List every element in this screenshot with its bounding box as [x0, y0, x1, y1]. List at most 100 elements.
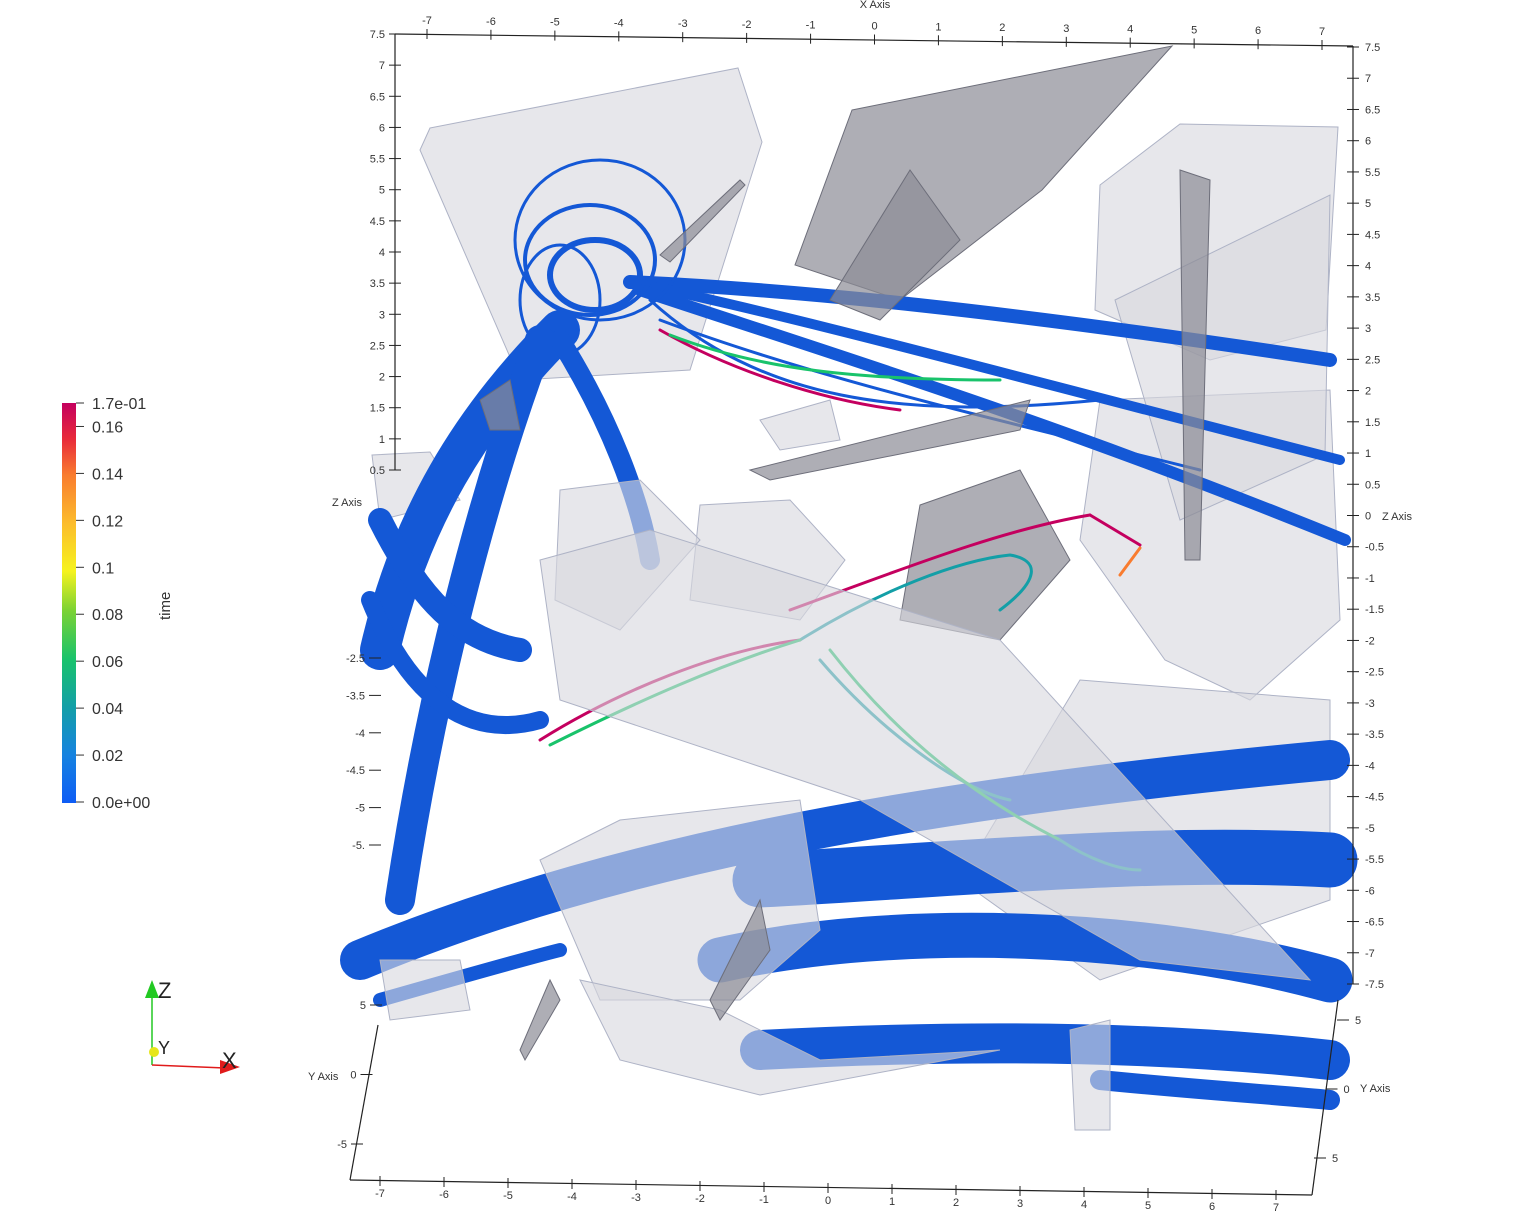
x-axis-bottom-tick-label: 3 [1017, 1198, 1023, 1210]
z-axis-right-tick-label: 2.5 [1365, 354, 1380, 366]
z-axis-right-tick-label: 6 [1365, 136, 1371, 148]
x-axis-bottom-tick-label: -2 [695, 1193, 705, 1205]
x-axis-bottom-tick-label: 2 [953, 1197, 959, 1209]
x-axis-bottom-tick-label: -4 [567, 1191, 577, 1203]
z-axis-left-tick-label: 1 [379, 434, 385, 446]
x-axis-ticks-bottom: -7 -6 -5 -4 -3 -2 -1 0 1 2 3 4 5 6 7 [375, 1176, 1279, 1214]
z-axis-right-tick-label: -5 [1365, 823, 1375, 835]
z-axis-left-tick-label: 6 [379, 122, 385, 134]
y-axis-left-tick-label: 5 [360, 1000, 366, 1012]
x-axis-bottom-tick-label: -3 [631, 1192, 641, 1204]
z-axis-right-tick-label: 7.5 [1365, 42, 1380, 54]
colorbar-tick-label: 0.02 [92, 748, 123, 765]
x-axis-bottom-tick-label: 5 [1145, 1200, 1151, 1212]
z-axis-right-tick-label: 4.5 [1365, 229, 1380, 241]
z-axis-left-lower-tick-label: -5 [355, 803, 365, 815]
x-axis-top-tick-label: 7 [1319, 26, 1325, 38]
y-axis-right-tick-label: 0 [1344, 1084, 1350, 1096]
z-axis-left-tick-label: 5 [379, 185, 385, 197]
z-axis-right-tick-label: -6 [1365, 885, 1375, 897]
x-axis-top-tick-label: 4 [1127, 24, 1133, 36]
colorbar-gradient [62, 403, 76, 803]
z-axis-title-right: Z Axis [1382, 511, 1412, 523]
z-axis-right-tick-label: -3.5 [1365, 729, 1384, 741]
z-axis-left-tick-label: 3 [379, 309, 385, 321]
colorbar-tick-label: 0.14 [92, 466, 123, 483]
colorbar-ticks: 1.7e-01 0.16 0.14 0.12 0.1 0.08 0.06 0.04 0.02 0.… [76, 396, 150, 812]
x-axis-bottom-tick-label: -6 [439, 1189, 449, 1201]
y-axis-ticks-left: 5 0 -5 [337, 1000, 382, 1151]
colorbar-tick-label: 0.16 [92, 419, 123, 436]
z-axis-ticks-left: 7.5 7 6.5 6 5.5 5 4.5 4 3.5 3 2.5 2 1.5 1 0.5 [370, 29, 401, 477]
z-axis-right-tick-label: 4 [1365, 261, 1371, 273]
colorbar-title: time [157, 592, 174, 620]
z-axis-left-lower-tick-label: -2.5 [346, 653, 365, 665]
x-axis-top-tick-label: 1 [935, 21, 941, 33]
x-axis-top-tick-label: 5 [1191, 24, 1197, 36]
z-axis-left-tick-label: 7.5 [370, 29, 385, 41]
y-axis-title-right: Y Axis [1360, 1083, 1391, 1095]
z-axis-right-tick-label: 7 [1365, 73, 1371, 85]
z-axis-right-tick-label: 1 [1365, 448, 1371, 460]
z-axis-left-tick-label: 0.5 [370, 465, 385, 477]
colorbar-tick-label: 1.7e-01 [92, 396, 146, 413]
colorbar-tick-label: 0.08 [92, 607, 123, 624]
z-axis-right-tick-label: -3 [1365, 698, 1375, 710]
mesh-surfaces-front [379, 169, 1312, 1131]
z-axis-right-tick-label: 5.5 [1365, 167, 1380, 179]
z-axis-left-tick-label: 5.5 [370, 154, 385, 166]
z-axis-right-tick-label: -4 [1365, 760, 1375, 772]
z-axis-left-lower-tick-label: -5. [352, 840, 365, 852]
y-axis-title-left: Y Axis [308, 1071, 339, 1083]
colorbar-tick-label: 0.0e+00 [92, 795, 150, 812]
y-axis-ticks-right: 5 0 5 [1314, 1015, 1361, 1165]
triad-y-label: Y [158, 1038, 170, 1058]
x-axis-bottom-tick-label: 6 [1209, 1201, 1215, 1213]
z-axis-right-tick-label: -0.5 [1365, 542, 1384, 554]
colorbar-tick-label: 0.1 [92, 560, 114, 577]
x-axis-top-tick-label: 3 [1063, 23, 1069, 35]
z-axis-left-tick-label: 4.5 [370, 216, 385, 228]
z-axis-left-lower-tick-label: -4 [355, 728, 365, 740]
z-axis-ticks-left-lower: -2.5 -3.5 -4 -4.5 -5 -5. [346, 653, 381, 852]
z-axis-left-tick-label: 1.5 [370, 403, 385, 415]
x-axis-bottom-tick-label: 7 [1273, 1202, 1279, 1214]
z-axis-right-tick-label: 0.5 [1365, 479, 1380, 491]
z-axis-left-tick-label: 2 [379, 372, 385, 384]
x-axis-top-tick-label: -2 [742, 19, 752, 31]
z-axis-right-tick-label: 1.5 [1365, 417, 1380, 429]
z-axis-left-tick-label: 4 [379, 247, 385, 259]
z-axis-right-tick-label: -6.5 [1365, 917, 1384, 929]
colorbar-tick-label: 0.04 [92, 701, 123, 718]
x-axis-top-tick-label: -3 [678, 18, 688, 30]
x-axis-ticks-top: -7 -6 -5 -4 -3 -2 -1 0 1 2 3 4 5 6 7 [422, 15, 1325, 50]
z-axis-right-tick-label: 3 [1365, 323, 1371, 335]
z-axis-ticks-right: 7.5 7 6.5 6 5.5 5 4.5 4 3.5 3 2.5 2 1.5 1 0.5 0 -0.5 -1 -1… [1347, 42, 1384, 991]
x-axis-bottom-tick-label: -7 [375, 1188, 385, 1200]
z-axis-right-tick-label: -5.5 [1365, 854, 1384, 866]
x-axis-top-tick-label: -7 [422, 15, 432, 27]
colorbar-tick-label: 0.12 [92, 513, 123, 530]
x-axis-bottom-tick-label: 0 [825, 1195, 831, 1207]
z-axis-left-tick-label: 3.5 [370, 278, 385, 290]
y-axis-right-tick-label: 5 [1332, 1153, 1338, 1165]
z-axis-left-tick-label: 6.5 [370, 91, 385, 103]
x-axis-top-tick-label: -1 [806, 20, 816, 32]
z-axis-right-tick-label: -1.5 [1365, 604, 1384, 616]
x-axis-title-top: X Axis [860, 0, 891, 11]
triad-z-label: Z [158, 978, 171, 1003]
z-axis-left-tick-label: 7 [379, 60, 385, 72]
z-axis-right-tick-label: -2 [1365, 635, 1375, 647]
colorbar-tick-label: 0.06 [92, 654, 123, 671]
z-axis-right-tick-label: 2 [1365, 386, 1371, 398]
orientation-axes-triad: Z Y X [145, 978, 240, 1074]
x-axis-bottom-tick-label: -5 [503, 1190, 513, 1202]
z-axis-left-tick-label: 2.5 [370, 340, 385, 352]
y-axis-right-tick-label: 5 [1355, 1015, 1361, 1027]
x-axis-top-tick-label: 2 [999, 22, 1005, 34]
x-axis-bottom-tick-label: 4 [1081, 1199, 1087, 1211]
z-axis-right-tick-label: 5 [1365, 198, 1371, 210]
z-axis-title-left: Z Axis [332, 497, 362, 509]
x-axis-top-tick-label: -6 [486, 16, 496, 28]
